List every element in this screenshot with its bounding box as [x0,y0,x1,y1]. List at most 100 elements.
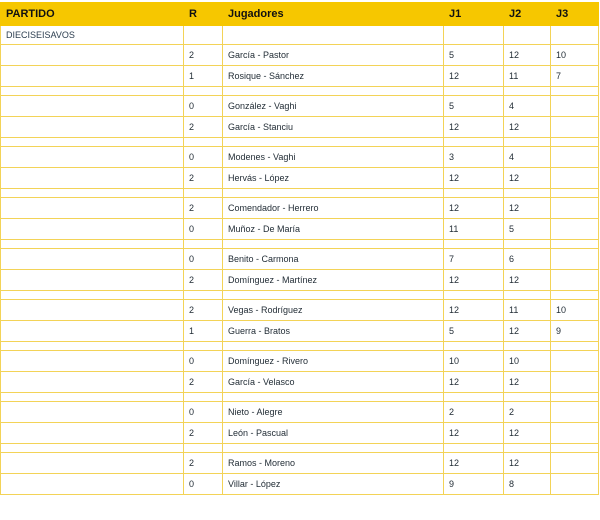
separator-cell [222,137,444,147]
separator-cell [443,86,504,96]
players-cell: Domínguez - Martínez [222,269,444,291]
partido-cell [0,116,184,138]
result-cell: 1 [183,320,223,342]
j3-cell [550,473,599,495]
partido-cell [0,350,184,372]
separator-cell [0,392,184,402]
match-separator-row [0,290,599,300]
separator-cell [443,239,504,249]
j2-cell: 12 [503,269,551,291]
players-cell: Modenes - Vaghi [222,146,444,168]
separator-cell [550,443,599,453]
players-cell: García - Pastor [222,44,444,66]
j2-cell: 12 [503,422,551,444]
result-cell: 2 [183,371,223,393]
separator-cell [0,188,184,198]
j1-cell: 12 [443,452,504,474]
j2-cell: 12 [503,452,551,474]
j1-cell: 9 [443,473,504,495]
partido-cell [0,167,184,189]
separator-cell [183,86,223,96]
round-label: DIECISEISAVOS [0,25,184,45]
match-separator-row [0,392,599,402]
empty-cell [550,25,599,45]
j1-cell: 10 [443,350,504,372]
j3-cell [550,452,599,474]
result-cell: 2 [183,299,223,321]
j2-cell: 4 [503,146,551,168]
table-header-row: PARTIDO R Jugadores J1 J2 J3 [0,2,599,26]
result-cell: 0 [183,350,223,372]
separator-cell [222,188,444,198]
j2-cell: 12 [503,167,551,189]
j1-cell: 5 [443,95,504,117]
j2-cell: 12 [503,320,551,342]
table-row: 2 García - Velasco 12 12 [0,371,599,393]
j1-cell: 12 [443,197,504,219]
table-row: 1 Rosique - Sánchez 12 11 7 [0,65,599,87]
j1-cell: 12 [443,269,504,291]
separator-cell [503,392,551,402]
j1-cell: 12 [443,167,504,189]
j3-cell [550,197,599,219]
separator-cell [503,86,551,96]
separator-cell [0,137,184,147]
table-row: 2 Comendador - Herrero 12 12 [0,197,599,219]
j1-cell: 12 [443,116,504,138]
j1-cell: 7 [443,248,504,270]
separator-cell [503,341,551,351]
separator-cell [0,341,184,351]
separator-cell [550,137,599,147]
table-row: 2 León - Pascual 12 12 [0,422,599,444]
players-cell: Benito - Carmona [222,248,444,270]
separator-cell [222,86,444,96]
players-cell: Comendador - Herrero [222,197,444,219]
j1-cell: 12 [443,371,504,393]
separator-cell [443,188,504,198]
result-cell: 0 [183,248,223,270]
j3-cell [550,401,599,423]
result-cell: 0 [183,218,223,240]
j3-cell: 9 [550,320,599,342]
separator-cell [443,443,504,453]
table-row: 2 Vegas - Rodríguez 12 11 10 [0,299,599,321]
match-separator-row [0,443,599,453]
j1-cell: 12 [443,65,504,87]
players-cell: Vegas - Rodríguez [222,299,444,321]
j1-cell: 12 [443,422,504,444]
j3-cell [550,350,599,372]
j2-cell: 11 [503,65,551,87]
j3-cell: 10 [550,299,599,321]
separator-cell [0,239,184,249]
partido-cell [0,452,184,474]
j3-cell: 7 [550,65,599,87]
separator-cell [443,290,504,300]
header-jugadores: Jugadores [222,2,444,26]
j1-cell: 3 [443,146,504,168]
separator-cell [443,137,504,147]
players-cell: Ramos - Moreno [222,452,444,474]
partido-cell [0,401,184,423]
players-cell: Hervás - López [222,167,444,189]
separator-cell [503,239,551,249]
players-cell: Nieto - Alegre [222,401,444,423]
j2-cell: 2 [503,401,551,423]
players-cell: Villar - López [222,473,444,495]
table-row: 2 García - Pastor 5 12 10 [0,44,599,66]
j3-cell: 10 [550,44,599,66]
j2-cell: 8 [503,473,551,495]
partido-cell [0,248,184,270]
separator-cell [550,392,599,402]
separator-cell [222,392,444,402]
j2-cell: 11 [503,299,551,321]
separator-cell [550,86,599,96]
partido-cell [0,422,184,444]
j1-cell: 2 [443,401,504,423]
j3-cell [550,218,599,240]
table-row: 0 Muñoz - De María 11 5 [0,218,599,240]
table-row: 2 García - Stanciu 12 12 [0,116,599,138]
match-separator-row [0,137,599,147]
j3-cell [550,167,599,189]
table-row: 0 Modenes - Vaghi 3 4 [0,146,599,168]
